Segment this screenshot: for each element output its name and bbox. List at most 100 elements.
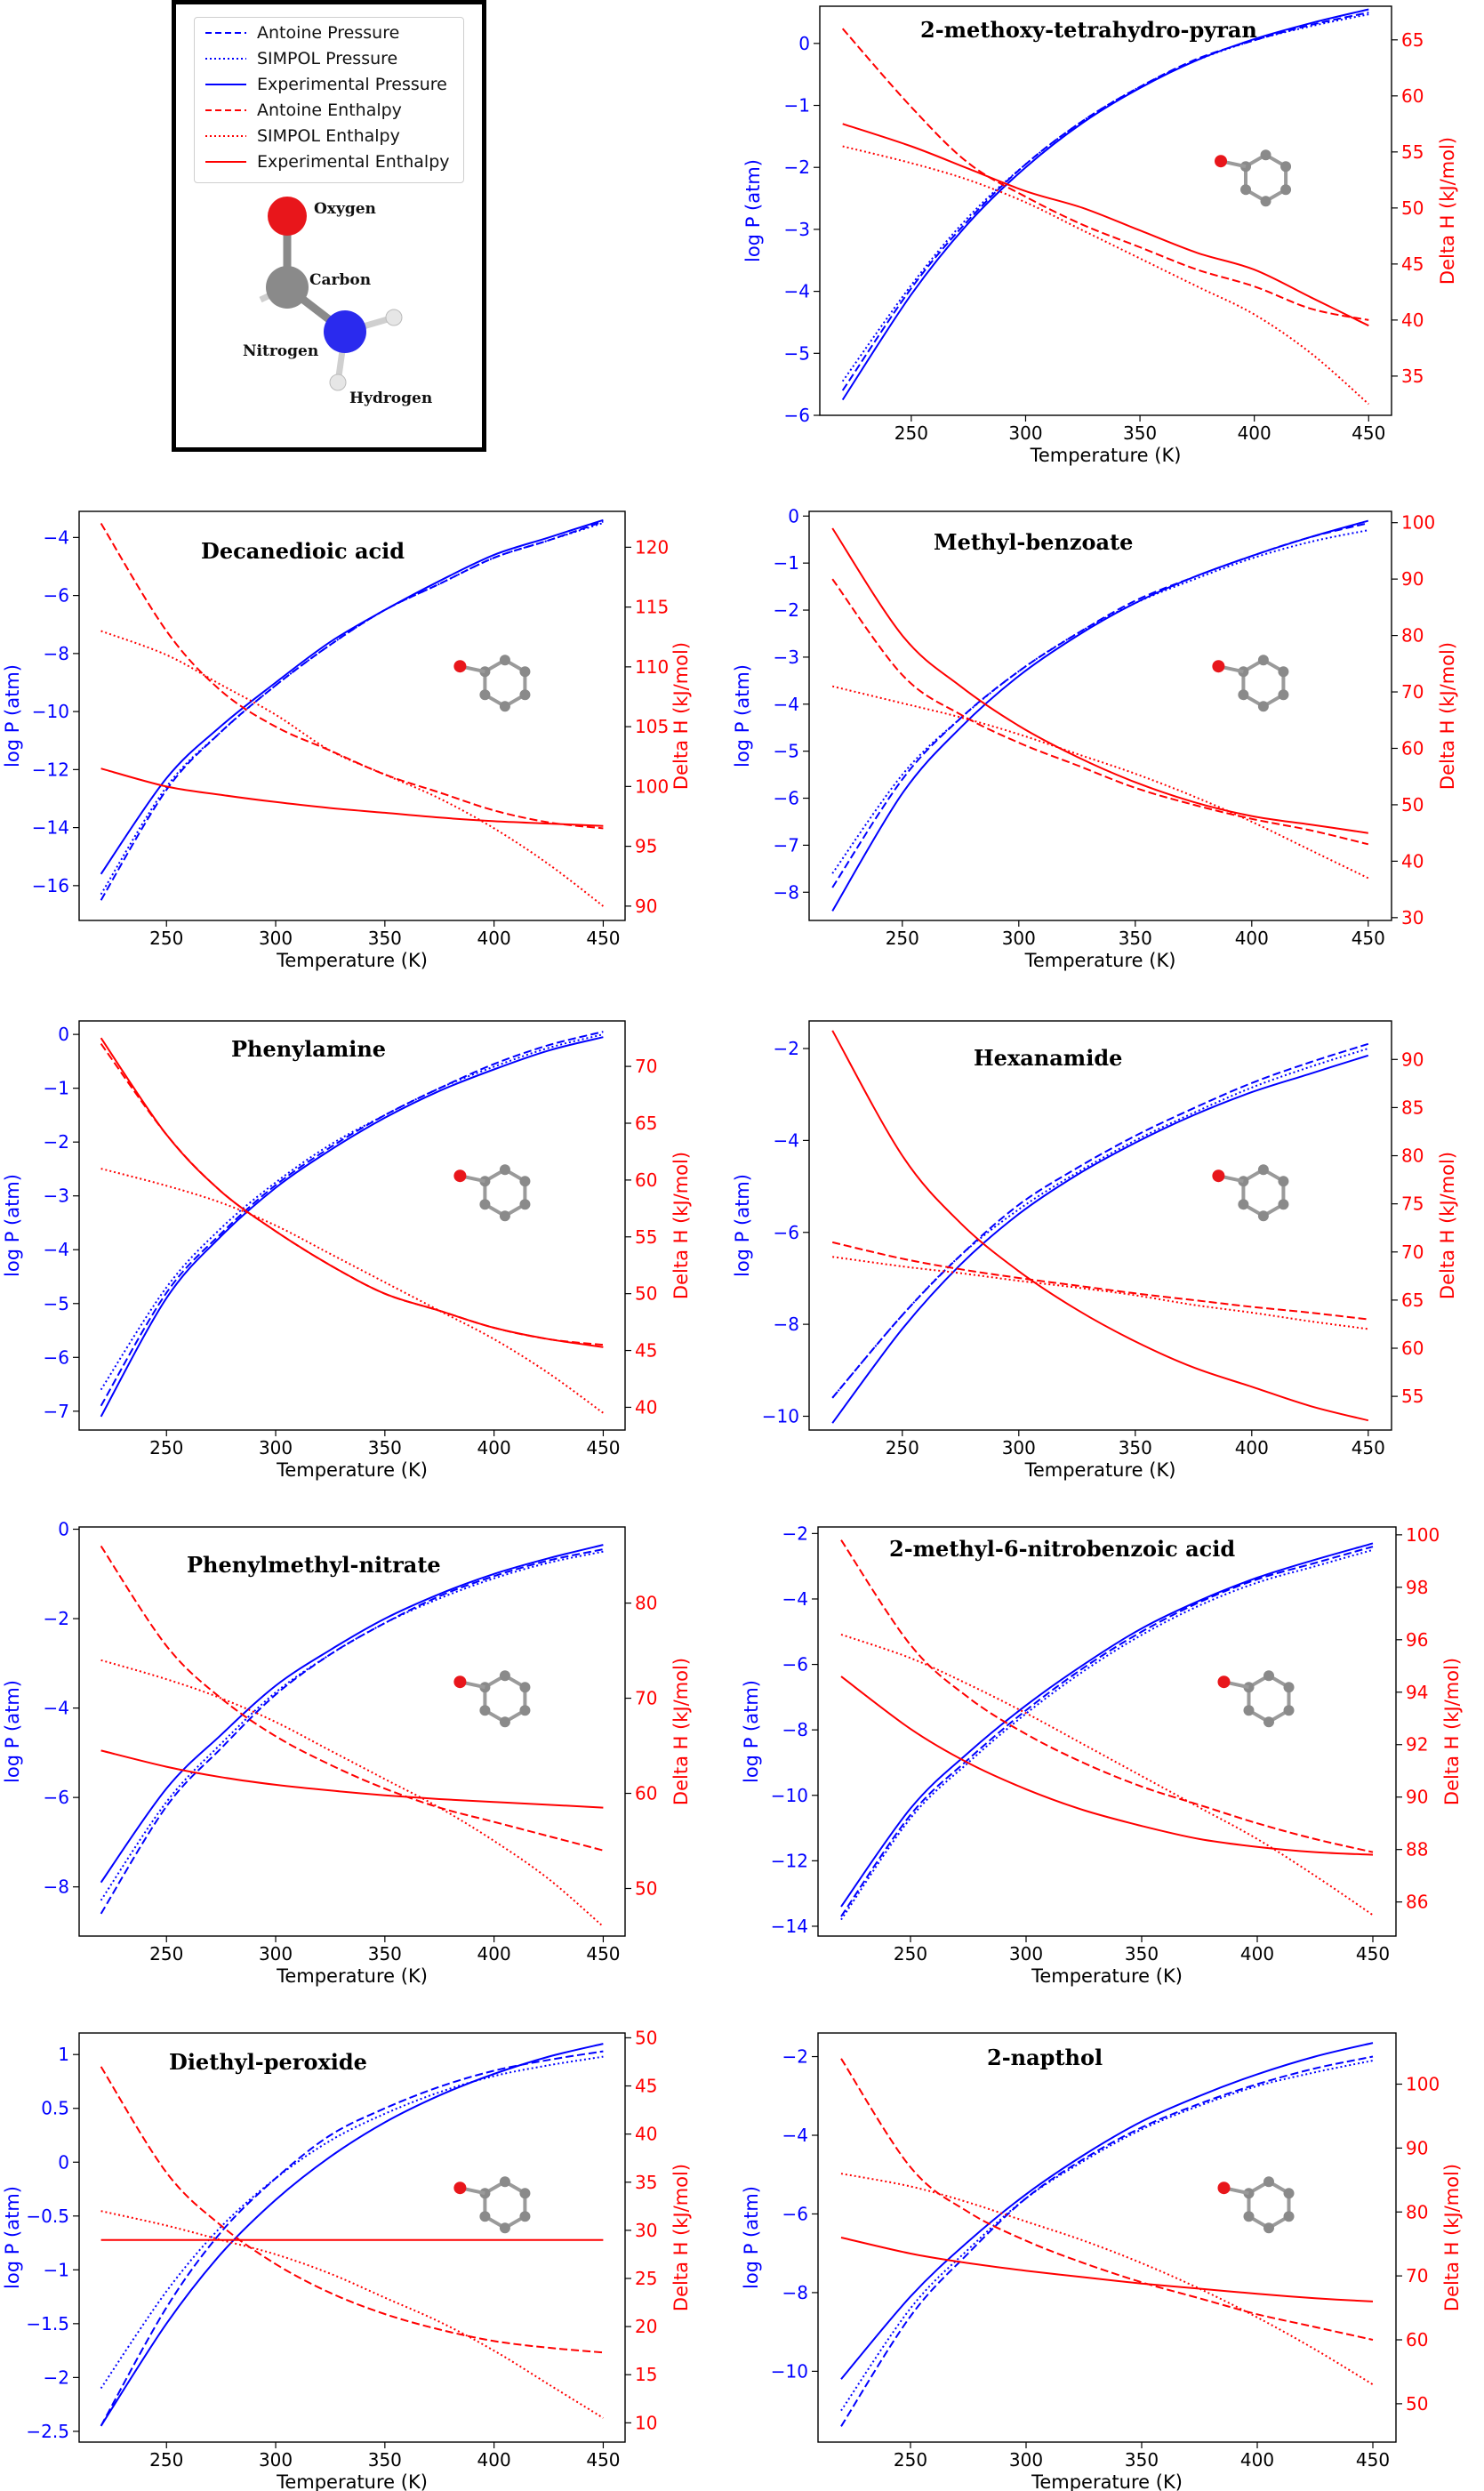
y2-tick-label: 45 xyxy=(1401,253,1424,275)
x-tick-label: 450 xyxy=(1352,928,1385,949)
chart-title: Methyl-benzoate xyxy=(934,529,1133,555)
y-tick-label: −2 xyxy=(782,2046,808,2068)
series-line-antoine-enthalpy xyxy=(100,522,604,830)
y-tick-label: −6 xyxy=(44,585,69,607)
x-tick-label: 450 xyxy=(1352,1437,1385,1458)
plot-frame xyxy=(78,1020,626,1431)
y2-tick-label: 60 xyxy=(1401,1338,1424,1359)
y-tick-label: −12 xyxy=(771,1850,808,1871)
y-tick-label: −8 xyxy=(44,643,69,664)
hydrogen-atom xyxy=(385,309,403,326)
chart-8: 250 300 350 400 450 −2.5 −2 −1.5 −1 −0.5 0 0.5 1 10 15… xyxy=(2,2027,692,2491)
x-tick-label: 400 xyxy=(477,1437,511,1458)
x-tick-label: 300 xyxy=(1002,1437,1036,1458)
y2-tick-label: 90 xyxy=(1406,2137,1428,2158)
legend-panel: Antoine Pressure SIMPOL Pressure Experim… xyxy=(172,0,486,452)
y2-tick-label: 86 xyxy=(1406,1892,1428,1913)
atom-label-carbon: Carbon xyxy=(309,271,372,289)
y-axis-label: log P (atm) xyxy=(2,1680,23,1783)
y-axis-label: log P (atm) xyxy=(2,2186,23,2289)
chart-6: 250 300 350 400 450 −8 −6 −4 −2 0 50 60 70 80 Temperat… xyxy=(2,1519,692,1987)
y-axis-label: log P (atm) xyxy=(741,2186,762,2289)
x-tick-label: 450 xyxy=(586,1943,620,1965)
chart-title: Hexanamide xyxy=(974,1045,1122,1071)
y-tick-label: −2 xyxy=(782,1523,808,1544)
chart-7: 250 300 350 400 450 −14 −12 −10 −8 −6 −4 −2 86 88 90 92… xyxy=(741,1523,1463,1987)
series-line-simpol-pressure xyxy=(831,529,1369,874)
x-axis-label: Temperature (K) xyxy=(276,950,428,971)
y2-tick-label: 90 xyxy=(1401,1049,1424,1070)
y-tick-label: −7 xyxy=(774,834,799,856)
y2-tick-label: 88 xyxy=(1406,1839,1428,1860)
legend-swatch xyxy=(205,109,246,111)
y-tick-label: 0 xyxy=(58,1024,69,1045)
y2-tick-label: 70 xyxy=(1406,2265,1428,2286)
y2-tick-label: 55 xyxy=(635,1226,657,1248)
series-line-experimental-pressure xyxy=(100,2043,604,2427)
molecule-image xyxy=(453,2176,531,2234)
oxygen-atom xyxy=(268,197,307,236)
y2-tick-label: 120 xyxy=(635,536,669,558)
x-tick-label: 250 xyxy=(149,1437,183,1458)
y2-tick-label: 65 xyxy=(635,1113,657,1134)
series-line-antoine-pressure xyxy=(831,522,1369,888)
y-tick-label: −6 xyxy=(774,788,799,809)
y-tick-label: −14 xyxy=(771,1916,808,1937)
series-line-experimental-pressure xyxy=(831,519,1369,912)
y2-tick-label: 60 xyxy=(635,1169,657,1191)
y-tick-label: 0.5 xyxy=(41,2098,69,2119)
y-tick-label: −10 xyxy=(32,701,69,722)
y-tick-label: −4 xyxy=(784,281,810,302)
chart-title: 2-methoxy-tetrahydro-pyran xyxy=(920,17,1257,43)
molecule-image xyxy=(453,1670,531,1728)
y2-tick-label: 94 xyxy=(1406,1682,1428,1703)
series-line-experimental-enthalpy xyxy=(831,1030,1369,1422)
y2-tick-label: 80 xyxy=(635,1593,657,1614)
y2-axis-label: Delta H (kJ/mol) xyxy=(1441,1658,1463,1805)
y2-tick-label: 70 xyxy=(1401,681,1424,703)
x-tick-label: 350 xyxy=(368,928,402,949)
y-tick-label: −1 xyxy=(44,2259,69,2280)
chart-title: Diethyl-peroxide xyxy=(169,2049,367,2075)
y-tick-label: −2 xyxy=(774,599,799,621)
x-tick-label: 400 xyxy=(1235,928,1269,949)
series-line-simpol-enthalpy xyxy=(832,1256,1368,1330)
series-line-antoine-enthalpy xyxy=(100,1043,604,1346)
y-axis-label: log P (atm) xyxy=(732,664,753,767)
y2-tick-label: 50 xyxy=(635,1283,657,1305)
y-tick-label: −8 xyxy=(774,881,799,903)
series-line-simpol-pressure xyxy=(100,2055,604,2390)
y-tick-label: −14 xyxy=(32,817,69,839)
series-line-experimental-enthalpy xyxy=(840,2237,1374,2302)
y2-tick-label: 100 xyxy=(1401,512,1435,534)
x-tick-label: 400 xyxy=(1240,2449,1274,2471)
chart-title: Phenylamine xyxy=(231,1036,386,1062)
y2-tick-label: 60 xyxy=(635,1783,657,1804)
series-line-simpol-enthalpy xyxy=(100,1659,605,1928)
series-line-simpol-pressure xyxy=(841,13,1369,382)
series-line-experimental-enthalpy xyxy=(100,1749,604,1809)
y2-tick-label: 90 xyxy=(1401,568,1424,590)
series-line-antoine-enthalpy xyxy=(100,1545,604,1852)
series-line-experimental-enthalpy xyxy=(831,527,1368,834)
series-line-antoine-pressure xyxy=(840,1546,1374,1917)
molecule-image xyxy=(453,655,531,712)
plot-frame xyxy=(78,2032,626,2443)
y2-tick-label: 15 xyxy=(635,2364,657,2385)
series-line-simpol-enthalpy xyxy=(100,630,605,907)
molecule-image xyxy=(1217,1670,1295,1728)
y-tick-label: −2.5 xyxy=(26,2421,69,2442)
y-tick-label: −6 xyxy=(44,1346,69,1368)
x-tick-label: 400 xyxy=(1238,422,1271,444)
legend-entry-antoine-enthalpy: Antoine Enthalpy xyxy=(205,100,463,120)
y-tick-label: −6 xyxy=(44,1787,69,1808)
y-tick-label: −16 xyxy=(32,875,69,896)
x-tick-label: 400 xyxy=(477,1943,511,1965)
y-tick-label: −1 xyxy=(784,95,810,117)
y2-tick-label: 95 xyxy=(635,836,657,857)
y-tick-label: −4 xyxy=(782,1588,808,1610)
y2-tick-label: 98 xyxy=(1406,1577,1428,1598)
y-tick-label: −1.5 xyxy=(26,2313,69,2334)
x-tick-label: 250 xyxy=(886,1437,919,1458)
